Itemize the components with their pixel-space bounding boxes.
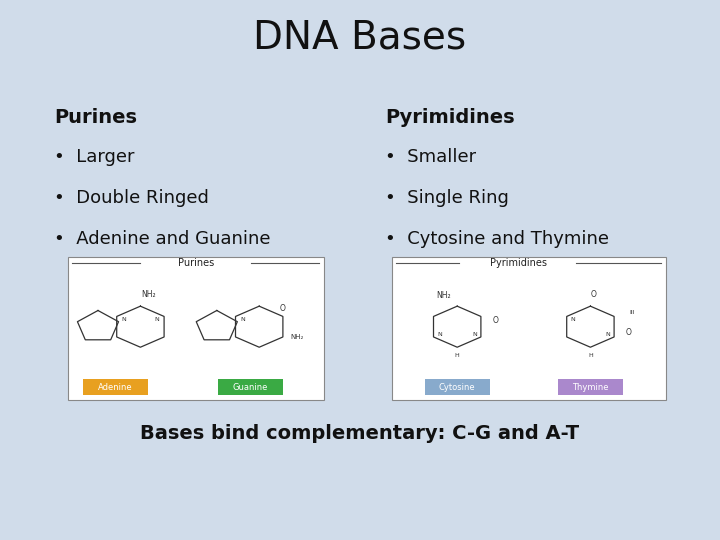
Text: O: O: [626, 328, 631, 338]
Bar: [425, 379, 490, 395]
Text: N: N: [570, 316, 575, 321]
Text: Bases bind complementary: C-G and A-T: Bases bind complementary: C-G and A-T: [140, 424, 580, 443]
Text: Pyrimidines: Pyrimidines: [490, 258, 547, 268]
Text: N: N: [606, 332, 611, 337]
Text: NH₂: NH₂: [141, 291, 156, 299]
Text: •  Double Ringed: • Double Ringed: [54, 189, 209, 207]
Text: Adenine: Adenine: [98, 383, 132, 391]
Text: Purines: Purines: [54, 108, 137, 127]
Text: •  Larger: • Larger: [54, 148, 135, 166]
Text: N: N: [437, 332, 442, 337]
Bar: [218, 379, 283, 395]
Text: NH₂: NH₂: [291, 334, 304, 340]
Bar: [558, 379, 623, 395]
Text: Purines: Purines: [178, 258, 214, 268]
Text: N: N: [240, 317, 245, 322]
Text: N: N: [155, 317, 159, 322]
Bar: [83, 379, 148, 395]
Text: O: O: [590, 291, 596, 299]
Text: •  Single Ring: • Single Ring: [385, 189, 509, 207]
Text: Thymine: Thymine: [572, 383, 608, 391]
Text: O: O: [280, 304, 286, 313]
Text: N: N: [472, 332, 477, 337]
Bar: [392, 256, 666, 400]
Text: H: H: [588, 353, 593, 358]
Text: Cytosine: Cytosine: [439, 383, 475, 391]
Text: •  Adenine and Guanine: • Adenine and Guanine: [54, 230, 271, 247]
Bar: [68, 256, 324, 400]
Text: Pyrimidines: Pyrimidines: [385, 108, 515, 127]
Text: •  Smaller: • Smaller: [385, 148, 477, 166]
Text: H: H: [455, 353, 459, 358]
Text: •  Cytosine and Thymine: • Cytosine and Thymine: [385, 230, 609, 247]
Text: Guanine: Guanine: [233, 383, 269, 391]
Text: NH₂: NH₂: [436, 292, 451, 300]
Text: DNA Bases: DNA Bases: [253, 19, 467, 57]
Text: III: III: [629, 309, 635, 315]
Text: N: N: [122, 317, 126, 322]
Text: O: O: [492, 316, 498, 325]
